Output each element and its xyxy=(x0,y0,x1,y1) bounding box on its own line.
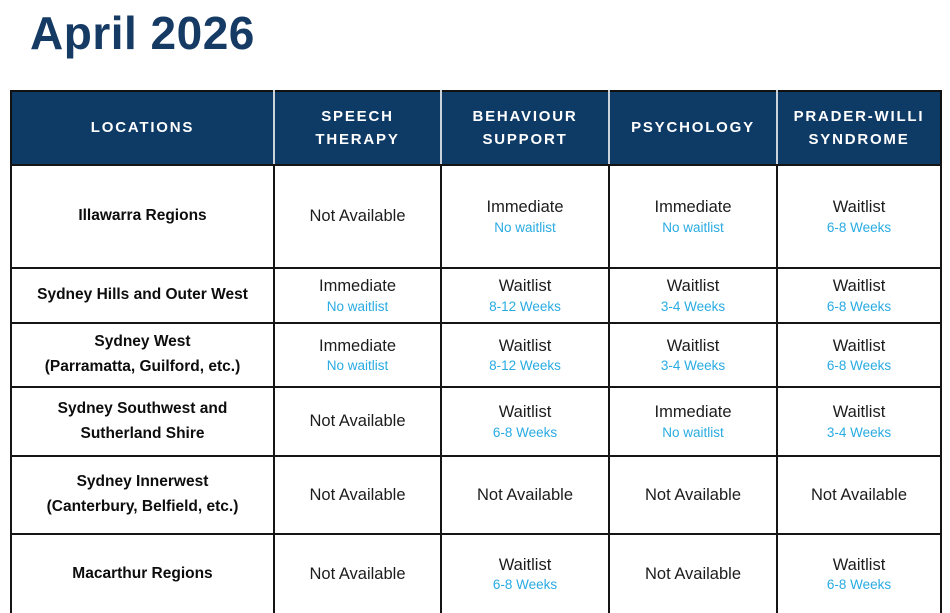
status-text: Immediate xyxy=(318,277,397,296)
header-row: LOCATIONS SPEECH THERAPY BEHAVIOUR SUPPO… xyxy=(11,91,941,166)
status-cell: Not Available xyxy=(608,455,778,535)
status-text: Not Available xyxy=(309,485,406,504)
status-cell: Not Available xyxy=(776,455,942,535)
status-cell: Waitlist 6-8 Weeks xyxy=(440,533,610,613)
status-cell: Waitlist 6-8 Weeks xyxy=(776,164,942,269)
table-row: Sydney West (Parramatta, Guilford, etc.)… xyxy=(10,322,942,388)
location-cell: Macarthur Regions xyxy=(10,533,275,613)
status-text: Immediate xyxy=(486,198,564,217)
status-text: Waitlist xyxy=(832,336,886,355)
status-cell: Waitlist 6-8 Weeks xyxy=(776,267,942,324)
status-text: Waitlist xyxy=(832,198,886,217)
status-cell: Immediate No waitlist xyxy=(608,164,778,269)
wait-time-note: 6-8 Weeks xyxy=(492,424,558,440)
status-cell: Waitlist 6-8 Weeks xyxy=(776,533,942,613)
status-text: Waitlist xyxy=(666,336,720,355)
wait-time-note: No waitlist xyxy=(662,219,724,235)
table-row: Illawarra Regions Not Available Immediat… xyxy=(10,164,942,269)
status-cell: Not Available xyxy=(273,455,442,535)
location-cell: Sydney Hills and Outer West xyxy=(10,267,275,324)
status-cell: Waitlist 3-4 Weeks xyxy=(608,267,778,324)
status-text: Immediate xyxy=(654,198,732,217)
status-cell: Not Available xyxy=(273,386,442,457)
location-cell: Sydney Southwest and Sutherland Shire xyxy=(10,386,275,457)
page-title: April 2026 xyxy=(30,7,255,59)
column-header-psychology: PSYCHOLOGY xyxy=(608,91,777,166)
availability-table: LOCATIONS SPEECH THERAPY BEHAVIOUR SUPPO… xyxy=(10,90,942,613)
wait-time-note: 6-8 Weeks xyxy=(492,577,558,593)
status-text: Not Available xyxy=(309,412,406,431)
wait-time-note: 3-4 Weeks xyxy=(660,298,726,314)
status-cell: Waitlist 3-4 Weeks xyxy=(608,322,778,388)
status-text: Not Available xyxy=(309,207,406,226)
status-cell: Not Available xyxy=(273,533,442,613)
wait-time-note: 8-12 Weeks xyxy=(489,358,561,374)
status-cell: Not Available xyxy=(608,533,778,613)
status-text: Immediate xyxy=(654,403,732,422)
wait-time-note: 6-8 Weeks xyxy=(826,358,892,374)
status-cell: Not Available xyxy=(440,455,610,535)
status-text: Waitlist xyxy=(832,277,886,296)
status-text: Waitlist xyxy=(498,403,552,422)
status-cell: Immediate No waitlist xyxy=(608,386,778,457)
wait-time-note: 6-8 Weeks xyxy=(826,577,892,593)
wait-time-note: No waitlist xyxy=(662,424,724,440)
status-text: Waitlist xyxy=(498,336,552,355)
status-text: Not Available xyxy=(309,564,406,583)
column-header-speech-therapy: SPEECH THERAPY xyxy=(273,91,441,166)
status-cell: Waitlist 8-12 Weeks xyxy=(440,322,610,388)
status-text: Not Available xyxy=(476,485,573,504)
location-cell: Sydney West (Parramatta, Guilford, etc.) xyxy=(10,322,275,388)
status-text: Not Available xyxy=(644,485,741,504)
wait-time-note: No waitlist xyxy=(494,219,556,235)
column-header-locations: LOCATIONS xyxy=(11,91,274,166)
status-text: Waitlist xyxy=(666,277,720,296)
wait-time-note: 6-8 Weeks xyxy=(826,298,892,314)
status-text: Waitlist xyxy=(498,555,552,574)
status-text: Waitlist xyxy=(832,403,886,422)
location-cell: Illawarra Regions xyxy=(10,164,275,269)
wait-time-note: 3-4 Weeks xyxy=(826,424,892,440)
table-row: Sydney Innerwest (Canterbury, Belfield, … xyxy=(10,455,942,535)
status-text: Immediate xyxy=(318,336,397,355)
status-cell: Immediate No waitlist xyxy=(440,164,610,269)
table-row: Sydney Hills and Outer West Immediate No… xyxy=(10,267,942,324)
wait-time-note: 8-12 Weeks xyxy=(489,298,561,314)
status-text: Not Available xyxy=(810,485,907,504)
table-row: Macarthur Regions Not Available Waitlist… xyxy=(10,533,942,613)
wait-time-note: 3-4 Weeks xyxy=(660,358,726,374)
status-cell: Waitlist 3-4 Weeks xyxy=(776,386,942,457)
location-cell: Sydney Innerwest (Canterbury, Belfield, … xyxy=(10,455,275,535)
status-text: Waitlist xyxy=(832,555,886,574)
table-row: Sydney Southwest and Sutherland Shire No… xyxy=(10,386,942,457)
column-header-behaviour-support: BEHAVIOUR SUPPORT xyxy=(440,91,609,166)
wait-time-note: No waitlist xyxy=(326,358,389,374)
status-cell: Immediate No waitlist xyxy=(273,267,442,324)
status-cell: Waitlist 6-8 Weeks xyxy=(440,386,610,457)
status-cell: Waitlist 8-12 Weeks xyxy=(440,267,610,324)
status-text: Not Available xyxy=(644,564,741,583)
wait-time-note: No waitlist xyxy=(326,298,389,314)
wait-time-note: 6-8 Weeks xyxy=(826,219,892,235)
status-text: Waitlist xyxy=(498,277,552,296)
status-cell: Not Available xyxy=(273,164,442,269)
status-cell: Waitlist 6-8 Weeks xyxy=(776,322,942,388)
status-cell: Immediate No waitlist xyxy=(273,322,442,388)
column-header-prader-willi-syndrome: PRADER-WILLI SYNDROME xyxy=(776,91,941,166)
